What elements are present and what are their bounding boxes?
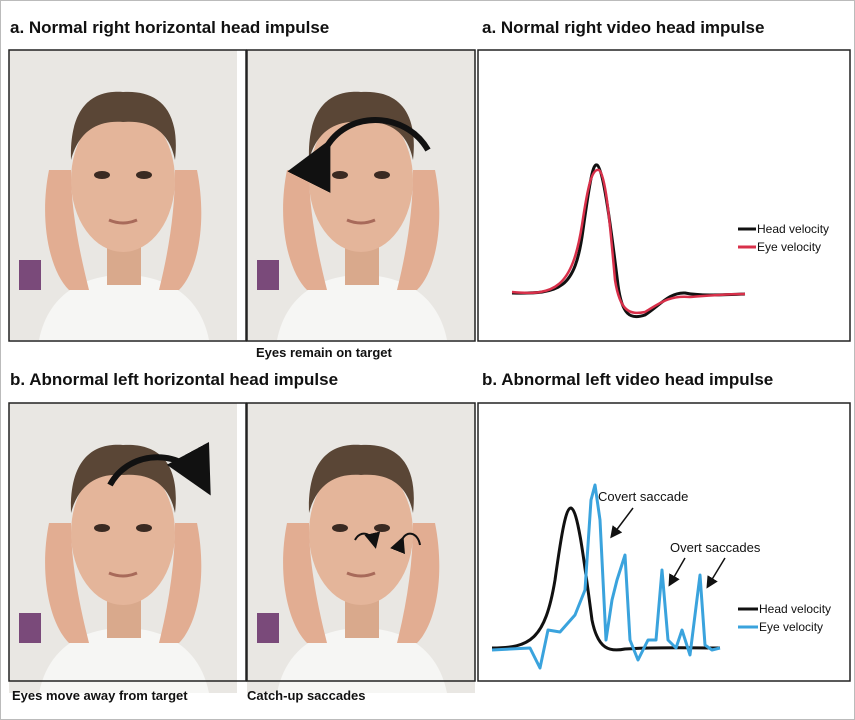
legend-label: Eye velocity xyxy=(757,240,821,254)
caption: Catch-up saccades xyxy=(247,688,366,703)
figure: a. Normal right horizontal head impulse … xyxy=(0,0,855,720)
panel-title: a. Normal right horizontal head impulse xyxy=(10,18,329,37)
caption: Eyes remain on target xyxy=(256,345,392,360)
photo xyxy=(247,50,475,341)
legend-label: Eye velocity xyxy=(759,620,823,634)
legend-label: Head velocity xyxy=(757,222,829,236)
photo xyxy=(9,50,246,341)
panel-title: a. Normal right video head impulse xyxy=(482,18,764,37)
caption: Eyes move away from target xyxy=(12,688,188,703)
panel-title: b. Abnormal left horizontal head impulse xyxy=(10,370,338,389)
photo xyxy=(9,403,246,693)
graph-frame xyxy=(478,50,850,341)
annotation: Overt saccades xyxy=(670,540,761,555)
legend-label: Head velocity xyxy=(759,602,831,616)
annotation: Covert saccade xyxy=(598,489,688,504)
panel-title: b. Abnormal left video head impulse xyxy=(482,370,773,389)
photo xyxy=(247,403,475,693)
graph-frame xyxy=(478,403,850,681)
